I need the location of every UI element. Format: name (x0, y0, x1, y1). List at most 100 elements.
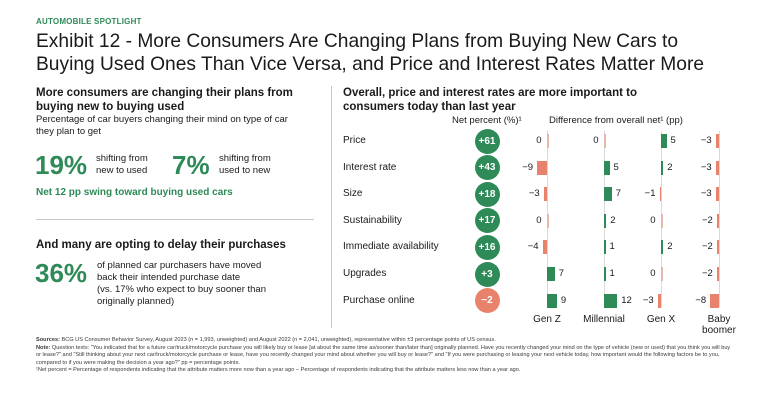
difference-bar (604, 267, 606, 281)
difference-label: 7 (615, 188, 621, 200)
exhibit-title: Exhibit 12 - More Consumers Are Changing… (36, 30, 736, 76)
group-label: Gen X (631, 314, 691, 325)
difference-bar (657, 293, 661, 308)
net-percent-marker: +17 (474, 208, 500, 234)
group-label-line-1: Gen Z (533, 313, 561, 325)
difference-label: 12 (621, 294, 632, 306)
net-swing-text: Net 12 pp swing toward buying used cars (36, 187, 233, 198)
difference-bar (604, 160, 610, 175)
net-percent-marker: +18 (474, 181, 500, 207)
attribute-label: Purchase online (343, 294, 415, 306)
footer-note: Note: Question texts: "You indicated tha… (36, 345, 736, 368)
zero-line-3 (718, 131, 720, 307)
difference-label: 2 (667, 241, 673, 253)
difference-label: −8 (695, 294, 707, 306)
stat-new-to-used-value: 19% (35, 150, 88, 180)
difference-bar (661, 267, 663, 281)
attribute-label: Price (343, 135, 366, 146)
stat-new-to-used-label-line-1: shifting from (96, 153, 148, 164)
group-label: Baby boomer (689, 314, 749, 336)
left-divider (36, 219, 314, 220)
difference-bar (716, 213, 719, 228)
footer-footnote: ¹Net percent = Percentage of respondents… (36, 367, 521, 374)
difference-label: 1 (609, 268, 615, 279)
difference-bar (547, 213, 549, 228)
difference-bar (661, 213, 663, 228)
difference-label: 2 (667, 161, 673, 173)
difference-bar (715, 187, 719, 202)
footer-sources: Sources: BCG US Consumer Behavior Survey… (36, 337, 736, 345)
difference-label: −3 (700, 188, 712, 200)
attribute-label: Size (343, 188, 363, 200)
group-label-line-1: Gen X (646, 313, 676, 325)
left-heading-2: And many are opting to delay their purch… (36, 239, 286, 251)
chart-title: Overall, price and interest rates are mo… (343, 86, 637, 114)
attribute-label: Interest rate (343, 161, 397, 173)
difference-bar (604, 240, 606, 255)
difference-label: 7 (558, 268, 564, 279)
sources-text: BCG US Consumer Behavior Survey, August … (61, 337, 496, 343)
net-percent-marker: +61 (474, 128, 500, 154)
stat-used-to-new-value: 7% (172, 150, 210, 180)
note-text: Question texts: "You indicated that for … (36, 344, 731, 366)
left-heading-1-line-1: More consumers are changing their plans … (36, 87, 293, 99)
left-heading-1-line-2: buying new to buying used (36, 101, 185, 113)
difference-bar (604, 213, 607, 228)
stat-used-to-new-label-line-2: used to new (219, 165, 271, 176)
difference-bar (715, 134, 719, 148)
difference-label: 0 (650, 214, 656, 226)
difference-bar (716, 267, 719, 281)
difference-label: −3 (700, 135, 712, 146)
title-line-1: Exhibit 12 - More Consumers Are Changing… (36, 31, 678, 52)
difference-label: 1 (609, 241, 615, 253)
difference-label: 0 (593, 135, 599, 146)
stat-new-to-used-label: shifting from new to used (96, 153, 148, 177)
difference-bar (547, 267, 555, 281)
attribute-label: Immediate availability (343, 241, 439, 253)
difference-bar (542, 240, 547, 255)
stat-delay-line-1: of planned car purchasers have moved (97, 260, 262, 271)
left-heading-1: More consumers are changing their plans … (36, 86, 293, 114)
stat-used-to-new-label: shifting from used to new (219, 153, 271, 177)
difference-bar (604, 187, 612, 202)
net-percent-marker: +43 (474, 155, 500, 181)
difference-label: 2 (610, 214, 616, 226)
difference-label: −9 (522, 161, 534, 173)
title-line-2: Buying Used Ones Than Vice Versa, and Pr… (36, 54, 705, 75)
stat-delay-line-3: (vs. 17% who expect to buy sooner than (97, 284, 266, 295)
difference-bar (604, 293, 618, 308)
difference-bar (661, 134, 667, 148)
difference-bar (710, 293, 719, 308)
difference-bar (661, 240, 664, 255)
stat-delay-line-2: back their intended purchase date (97, 272, 241, 283)
left-subtitle: Percentage of car buyers changing their … (36, 114, 288, 138)
difference-label: −2 (701, 268, 713, 279)
difference-label: 5 (613, 161, 619, 173)
difference-bar (604, 134, 606, 148)
net-percent-marker: +16 (474, 234, 500, 260)
chart-title-line-1: Overall, price and interest rates are mo… (343, 87, 637, 99)
difference-label: 9 (560, 294, 567, 306)
difference-label: 5 (670, 135, 676, 146)
attribute-label: Sustainability (343, 214, 402, 226)
stat-delay-value: 36% (35, 258, 88, 288)
stat-delay-line-4: originally planned) (97, 296, 175, 307)
net-percent-marker: −2 (474, 288, 500, 314)
chart-title-line-2: consumers today than last year (343, 101, 516, 113)
difference-label: −3 (700, 161, 712, 173)
difference-bar (716, 240, 719, 255)
group-label-line-2: boomer (702, 324, 736, 336)
vertical-divider (331, 86, 332, 328)
difference-label: 0 (650, 268, 656, 279)
difference-bar (547, 134, 549, 148)
difference-bar (537, 160, 547, 175)
sources-label: Sources: (36, 337, 60, 343)
note-label: Note: (36, 344, 51, 351)
left-subtitle-line-2: they plan to get (36, 126, 101, 137)
difference-bar (661, 160, 664, 175)
difference-label: −2 (701, 214, 713, 226)
kicker: AUTOMOBILE SPOTLIGHT (36, 17, 142, 26)
stat-new-to-used-label-line-2: new to used (96, 165, 148, 176)
group-label-line-1: Millennial (583, 313, 625, 325)
group-label: Gen Z (517, 314, 577, 325)
